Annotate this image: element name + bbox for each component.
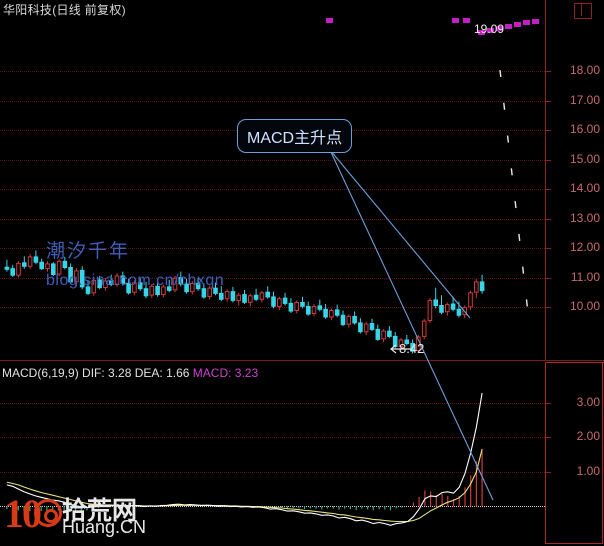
gear-icon: [34, 499, 62, 527]
price-axis-tick-label: 10.00: [569, 298, 600, 313]
price-marker-dot: [523, 20, 530, 25]
price-axis-tick: [545, 130, 551, 132]
swing-low-label: 8.42: [399, 341, 425, 356]
price-axis-tick: [545, 277, 551, 279]
macd-axis-tick: [545, 471, 551, 473]
price-axis-tick-label: 17.00: [569, 92, 600, 107]
price-axis-tick: [545, 248, 551, 250]
price-marker-dot: [452, 18, 459, 23]
price-gridline: [0, 189, 545, 191]
watermark-author: 潮汐千年: [46, 241, 131, 262]
price-axis-tick: [545, 218, 551, 220]
price-axis-tick: [545, 71, 551, 73]
price-gridline: [0, 277, 545, 279]
price-marker-dot: [505, 24, 512, 29]
price-marker-dot: [487, 28, 494, 33]
macd-dif: DIF: 3.28: [82, 366, 132, 380]
price-marker-dot: [532, 19, 539, 24]
macd-axis-tick-label: 3.00: [576, 394, 600, 409]
price-axis-tick-label: 11.00: [570, 269, 600, 284]
price-marker-dot: [496, 26, 503, 31]
price-gridline: [0, 306, 545, 308]
macd-chart-panel[interactable]: 3.00 2.00 1.00: [0, 382, 604, 546]
macd-gridline: [0, 402, 545, 404]
price-axis-tick-label: 18.00: [569, 63, 600, 78]
price-axis-tick-label: 13.00: [569, 210, 600, 225]
macd-axis-tick-label: 2.00: [576, 429, 600, 444]
macd-gridline: [0, 437, 545, 439]
price-marker-dot: [326, 18, 333, 23]
price-axis-tick-label: 14.00: [569, 181, 600, 196]
price-marker-dot: [463, 18, 470, 23]
window-restore-icon[interactable]: [574, 3, 592, 19]
panel-divider: [0, 360, 604, 361]
last-price-label: 19.09: [474, 22, 505, 36]
price-axis-tick: [545, 159, 551, 161]
price-gridline: [0, 218, 545, 220]
price-marker-dot: [514, 22, 521, 27]
macd-gridline: [0, 471, 545, 473]
macd-axis-frame-top: [545, 362, 604, 363]
price-axis-tick: [545, 189, 551, 191]
macd-axis-tick-label: 1.00: [576, 463, 600, 478]
price-axis-tick: [545, 100, 551, 102]
macd-series: [6, 392, 483, 526]
price-axis-tick-label: 16.00: [569, 122, 600, 137]
logo-name-cn: 拾荒网: [62, 497, 138, 525]
price-axis-rule: [545, 0, 546, 360]
price-chart-panel[interactable]: 18.00 17.00 16.00 15.00 14.00 13.00 12.00 11.00…: [0, 30, 604, 360]
price-gridline: [0, 71, 545, 73]
macd-zero-line: [0, 506, 545, 508]
watermark-url: blog.sina.com.cn/chxqn: [46, 272, 225, 289]
macd-main-rally-callout[interactable]: MACD主升点: [237, 119, 353, 153]
macd-value: MACD: 3.23: [192, 366, 259, 380]
macd-dea: DEA: 1.66: [134, 366, 190, 380]
macd-readout: MACD(6,19,9) DIF: 3.28 DEA: 1.66 MACD: 3…: [2, 366, 258, 380]
price-axis-tick-label: 15.00: [569, 151, 600, 166]
macd-axis-tick: [545, 437, 551, 439]
window-title: 华阳科技(日线 前复权): [3, 3, 126, 17]
price-gridline: [0, 100, 545, 102]
price-gridline: [0, 248, 545, 250]
candlestick-series: [4, 250, 485, 354]
logo-name-en: Huang.CN: [62, 517, 147, 537]
site-logo: 10 拾荒网 Huang.CN: [4, 490, 154, 542]
price-gridline: [0, 159, 545, 161]
macd-axis-frame: [545, 362, 603, 544]
price-axis-tick: [545, 306, 551, 308]
price-marker-dot: [478, 30, 485, 35]
price-axis-tick-label: 12.00: [569, 240, 600, 255]
macd-params: MACD(6,19,9): [2, 366, 79, 380]
macd-axis-tick: [545, 402, 551, 404]
